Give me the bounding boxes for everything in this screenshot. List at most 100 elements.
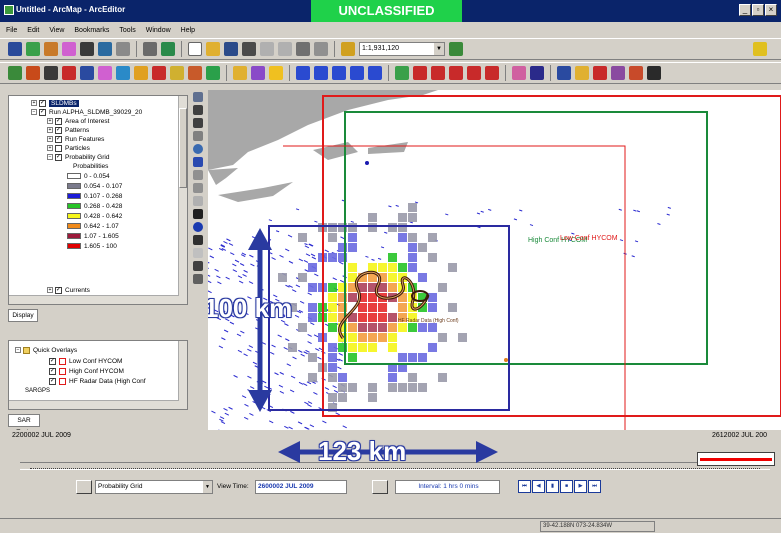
find-icon[interactable]	[134, 66, 148, 80]
pause-button[interactable]: ▮	[546, 480, 559, 493]
toc-item-patterns[interactable]: + ✓ Patterns	[47, 126, 89, 135]
report-icon[interactable]	[188, 66, 202, 80]
gear-icon[interactable]	[647, 66, 661, 80]
toc-item-particles[interactable]: + Particles	[47, 144, 90, 153]
layer-checkbox[interactable]: ✓	[55, 286, 62, 294]
fixed-zoom-icon[interactable]	[193, 118, 203, 128]
play-button[interactable]: ▶	[574, 480, 587, 493]
color-icon[interactable]	[575, 66, 589, 80]
cut-icon[interactable]	[260, 42, 274, 56]
toc-hscrollbar[interactable]	[9, 295, 179, 304]
toc-item-currents[interactable]: + ✓ Currents	[47, 286, 90, 295]
layer-select[interactable]: Probability Grid ▼	[95, 480, 213, 494]
rectangle-icon[interactable]	[296, 66, 310, 80]
forward-icon[interactable]	[193, 170, 203, 180]
measure-tool-icon[interactable]	[193, 248, 203, 258]
layout-tool-icon[interactable]	[233, 66, 247, 80]
close-button[interactable]: ×	[765, 4, 777, 16]
last-frame-button[interactable]: ⏭	[588, 480, 601, 493]
polygon-icon[interactable]	[449, 66, 463, 80]
clear-selection-icon[interactable]	[193, 196, 203, 206]
chevron-down-icon[interactable]: ▼	[434, 43, 444, 55]
table-icon[interactable]	[350, 66, 364, 80]
chevron-down-icon[interactable]: ▼	[203, 481, 212, 493]
scrollbar-thumb[interactable]	[179, 108, 187, 188]
map-icon[interactable]	[8, 42, 22, 56]
layer-checkbox[interactable]: ✓	[55, 153, 62, 161]
expand-icon[interactable]: +	[31, 100, 37, 107]
help-icon[interactable]	[753, 42, 767, 56]
grid-icon[interactable]	[143, 42, 157, 56]
overlay-checkbox[interactable]: ✓	[49, 367, 56, 375]
layer-checkbox[interactable]	[55, 144, 62, 152]
time-slider-handle[interactable]	[697, 452, 775, 466]
expand-icon[interactable]: +	[47, 287, 53, 294]
menu-file[interactable]: File	[6, 26, 18, 34]
curve-icon[interactable]	[467, 66, 481, 80]
scale-field[interactable]: 1:1,931,120 ▼	[359, 42, 445, 56]
line-icon[interactable]	[368, 66, 382, 80]
chart-icon[interactable]	[170, 66, 184, 80]
map-view[interactable]: High Conf HYCOM Low Conf HYCOM HF Radar …	[208, 90, 781, 430]
copy-icon[interactable]	[278, 42, 292, 56]
add-data-icon[interactable]	[341, 42, 355, 56]
identify-tool-icon[interactable]	[193, 222, 203, 232]
time-slider-track[interactable]	[20, 462, 770, 470]
layer-checkbox[interactable]: ✓	[39, 99, 46, 107]
find-tool-icon[interactable]	[193, 235, 203, 245]
pointer-icon[interactable]	[193, 209, 203, 219]
print-icon[interactable]	[242, 42, 256, 56]
layout-icon[interactable]	[116, 42, 130, 56]
zoom-out-icon[interactable]	[26, 66, 40, 80]
stop-button[interactable]: ■	[560, 480, 573, 493]
toc-item-run-features[interactable]: + ✓ Run Features	[47, 135, 104, 144]
pan-icon[interactable]	[44, 66, 58, 80]
pencil-icon[interactable]	[611, 66, 625, 80]
overlay-item-hf-radar[interactable]: ✓ HF Radar Data (High Conf	[49, 377, 146, 386]
collapse-icon[interactable]: −	[47, 154, 53, 161]
full-extent-icon[interactable]	[62, 66, 76, 80]
select-features-icon[interactable]	[193, 183, 203, 193]
overlay-item-low-conf[interactable]: ✓ Low Conf HYCOM	[49, 357, 122, 366]
identify-icon[interactable]	[98, 66, 112, 80]
menu-tools[interactable]: Tools	[119, 26, 136, 34]
cross-icon[interactable]	[593, 66, 607, 80]
circle-icon[interactable]	[431, 66, 445, 80]
toc-item-run[interactable]: − ✓ Run ALPHA_SLDMB_39029_20	[31, 108, 142, 117]
expand-icon[interactable]: +	[47, 136, 53, 143]
layer-checkbox[interactable]: ✓	[39, 108, 46, 116]
interval-field[interactable]: Interval: 1 hrs 0 mins	[395, 480, 500, 494]
upload-icon[interactable]	[161, 42, 175, 56]
editor-toolbar-icon[interactable]	[449, 42, 463, 56]
select-icon[interactable]	[80, 66, 94, 80]
brush-icon[interactable]	[512, 66, 526, 80]
overlays-hscrollbar[interactable]	[9, 400, 179, 409]
slash-icon[interactable]	[629, 66, 643, 80]
back-icon[interactable]	[193, 157, 203, 167]
overlay-item-high-conf[interactable]: ✓ High Conf HYCOM	[49, 367, 124, 376]
measure-icon[interactable]	[116, 66, 130, 80]
toc-scrollbar[interactable]	[178, 96, 187, 304]
overlay-checkbox[interactable]: ✓	[49, 357, 56, 365]
grid-view-icon[interactable]	[557, 66, 571, 80]
paste-icon[interactable]	[296, 42, 310, 56]
zoom-icon[interactable]	[193, 92, 203, 102]
expand-icon[interactable]: +	[47, 118, 53, 125]
zoom-in-icon[interactable]	[8, 66, 22, 80]
menu-window[interactable]: Window	[145, 26, 171, 34]
edit-icon[interactable]	[44, 42, 58, 56]
menu-view[interactable]: View	[49, 26, 65, 34]
draw-icon[interactable]	[395, 66, 409, 80]
node-icon[interactable]	[314, 66, 328, 80]
toc-item-area-of-interest[interactable]: + ✓ Area of Interest	[47, 117, 109, 126]
overlays-folder[interactable]: − Quick Overlays	[15, 346, 77, 355]
open-icon[interactable]	[206, 42, 220, 56]
graph-icon[interactable]	[206, 66, 220, 80]
sketch-icon[interactable]	[98, 42, 112, 56]
grid-edit-icon[interactable]	[332, 66, 346, 80]
tool-icon[interactable]	[62, 42, 76, 56]
settings-icon[interactable]	[372, 480, 388, 494]
layer-icon[interactable]	[26, 42, 40, 56]
save-icon[interactable]	[224, 42, 238, 56]
magic-icon[interactable]	[251, 66, 265, 80]
